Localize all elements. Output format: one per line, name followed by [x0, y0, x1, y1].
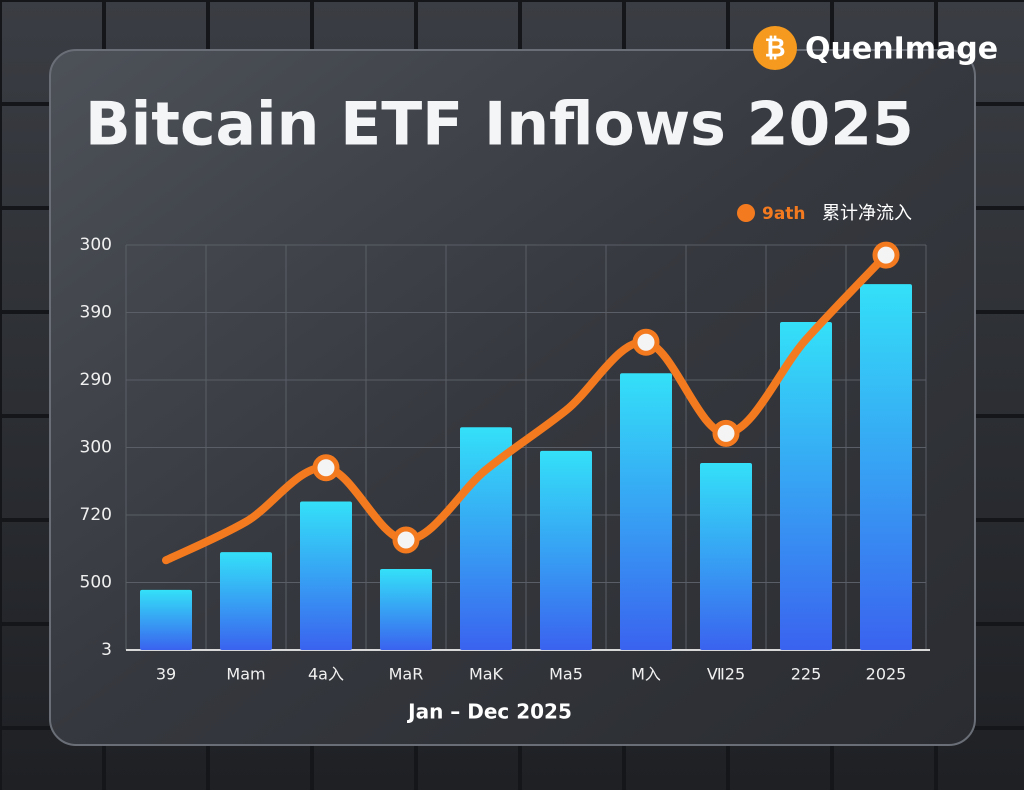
x-tick-label: 2025 [866, 665, 907, 684]
legend-note: 累计净流入 [822, 203, 912, 224]
bar [620, 373, 672, 650]
bar [220, 552, 272, 650]
bar [540, 450, 592, 650]
line-marker [632, 328, 660, 356]
line-marker [712, 419, 740, 447]
y-tick-label: 300 [80, 235, 112, 255]
y-tick-label: 720 [80, 505, 112, 525]
y-tick-label: 390 [80, 303, 112, 323]
x-tick-label: 39 [156, 665, 176, 684]
x-tick-label: Ma5 [549, 665, 583, 684]
line-marker [872, 241, 900, 269]
bar [700, 463, 752, 650]
legend-label: 9ath [762, 204, 806, 224]
x-tick-label: M入 [631, 665, 661, 684]
x-axis-label: Jan – Dec 2025 [406, 700, 572, 724]
line-marker [312, 454, 340, 482]
y-tick-label: 290 [80, 370, 112, 390]
x-tick-label: Ⅶ25 [707, 665, 745, 684]
bar [860, 284, 912, 650]
chart-title: Bitcain ETF Inflows 2025 [85, 90, 914, 160]
x-tick-label: MaK [469, 665, 504, 684]
line-marker [392, 526, 420, 554]
x-tick-label: Mam [226, 665, 265, 684]
x-tick-label: 225 [791, 665, 822, 684]
y-tick-label: 500 [80, 573, 112, 593]
y-tick-label: 300 [80, 438, 112, 458]
bar [780, 321, 832, 650]
legend-swatch [737, 204, 755, 222]
x-tick-label: MaR [389, 665, 424, 684]
bitcoin-symbol: ₿ [764, 34, 785, 64]
bitcoin-logo [753, 26, 797, 70]
bar [300, 501, 352, 650]
y-tick-label: 3 [101, 640, 112, 660]
bar [380, 569, 432, 650]
x-tick-label: 4a入 [308, 665, 344, 684]
bar [140, 589, 192, 650]
watermark: QuenImage [805, 32, 998, 67]
line [162, 251, 890, 565]
